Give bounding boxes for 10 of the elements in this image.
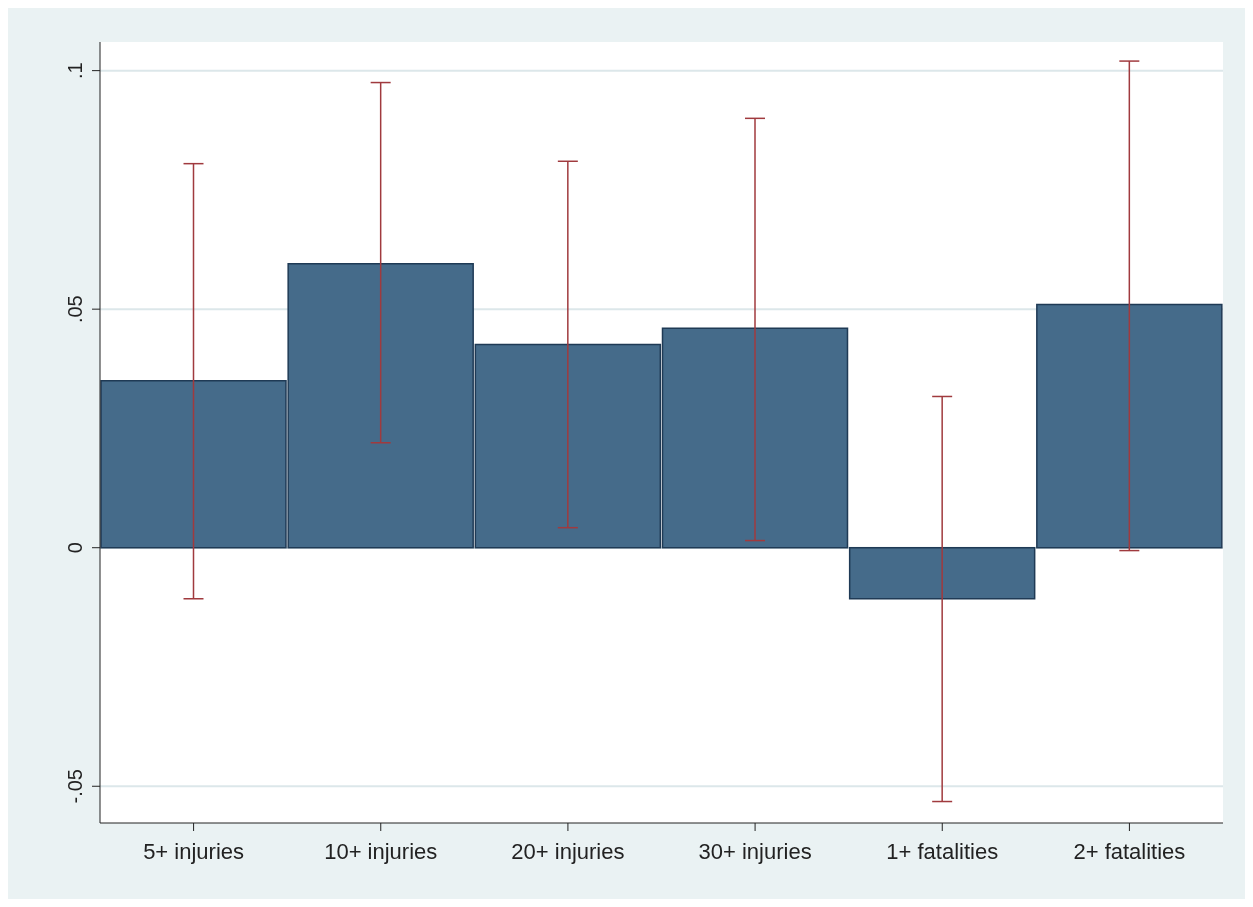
- y-tick-label: 0: [64, 542, 86, 554]
- y-tick-label: .1: [64, 62, 86, 79]
- x-tick-label: 2+ fatalities: [1073, 838, 1186, 864]
- x-tick-label: 20+ injuries: [511, 838, 625, 864]
- x-tick-label: 1+ fatalities: [886, 838, 999, 864]
- y-tick-label: -.05: [64, 769, 86, 804]
- x-tick-label: 5+ injuries: [143, 838, 245, 864]
- x-tick-label: 30+ injuries: [698, 838, 812, 864]
- y-tick-label: .05: [64, 295, 86, 324]
- x-tick-label: 10+ injuries: [324, 838, 438, 864]
